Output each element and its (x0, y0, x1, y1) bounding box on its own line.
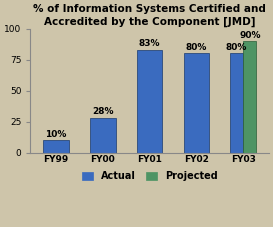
Bar (243, 41, 256, 153)
Text: 10%: 10% (46, 130, 67, 139)
Legend: Actual, Projected: Actual, Projected (78, 167, 222, 185)
Text: 80%: 80% (226, 43, 247, 52)
Text: 90%: 90% (239, 31, 261, 40)
Title: % of Information Systems Certified and
Accredited by the Component [JMD]: % of Information Systems Certified and A… (33, 4, 266, 27)
Text: 83%: 83% (139, 39, 161, 48)
Text: 28%: 28% (92, 107, 114, 116)
Bar (90, 118, 116, 153)
Text: 80%: 80% (186, 43, 207, 52)
Bar (137, 50, 162, 153)
Bar (183, 54, 209, 153)
Bar (230, 54, 243, 153)
Bar (43, 140, 69, 153)
